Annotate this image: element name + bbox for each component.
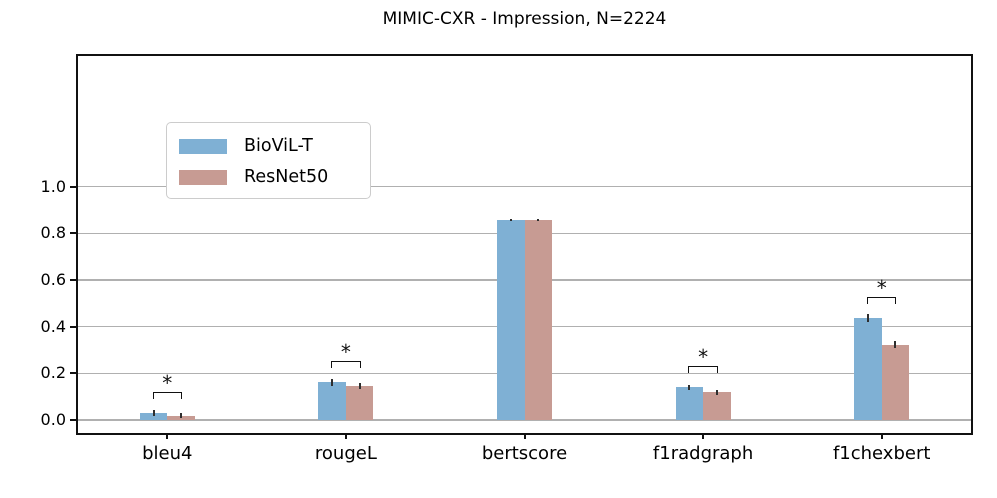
significance-marker-f1chexbert: * bbox=[876, 275, 887, 300]
error-bar-f1chexbert-ResNet50 bbox=[894, 340, 897, 349]
legend-swatch-icon bbox=[179, 138, 227, 154]
significance-marker-bleu4: * bbox=[162, 371, 173, 395]
bar-f1chexbert-BioViL-T bbox=[854, 317, 882, 420]
error-bar-f1radgraph-BioViL-T bbox=[688, 384, 691, 391]
y-axis-tick bbox=[70, 372, 76, 375]
gridline bbox=[78, 185, 971, 188]
x-axis-tick bbox=[166, 433, 169, 439]
legend-label: BioViL-T bbox=[244, 136, 313, 156]
significance-bracket-bleu4 bbox=[152, 392, 183, 399]
y-axis-tick bbox=[70, 232, 76, 235]
x-axis-tick bbox=[523, 433, 526, 439]
bar-rougeL-BioViL-T bbox=[318, 382, 346, 420]
error-bar-f1chexbert-BioViL-T bbox=[866, 313, 869, 322]
error-bar-rougeL-ResNet50 bbox=[358, 383, 361, 389]
plot-area: 0.0 0.2 0.4 0.6 0.8 1.0 bleu4 * rougeL * bertscore… bbox=[41, 54, 973, 464]
bar-bleu4-BioViL-T bbox=[139, 413, 168, 420]
bar-f1chexbert-ResNet50 bbox=[881, 344, 910, 420]
chart-title: MIMIC-CXR - Impression, N=2224 bbox=[382, 9, 667, 29]
y-axis-tick bbox=[70, 419, 76, 421]
significance-bracket-f1radgraph bbox=[688, 366, 718, 374]
legend-item-ResNet50: ResNet50 bbox=[179, 164, 358, 190]
error-bar-rougeL-BioViL-T bbox=[331, 378, 334, 386]
x-tick-label-bleu4: bleu4 bbox=[142, 443, 193, 464]
bar-f1radgraph-BioViL-T bbox=[675, 387, 704, 420]
error-bar-bleu4-BioViL-T bbox=[152, 410, 155, 416]
significance-marker-f1radgraph: * bbox=[698, 345, 709, 370]
bar-bertscore-ResNet50 bbox=[524, 220, 552, 420]
y-tick-label: 0.0 bbox=[40, 410, 66, 429]
x-tick-label-rougeL: rougeL bbox=[314, 443, 377, 464]
x-tick-label-f1radgraph: f1radgraph bbox=[652, 443, 754, 464]
x-tick-label-bertscore: bertscore bbox=[481, 443, 568, 464]
bar-bertscore-BioViL-T bbox=[497, 219, 525, 420]
legend-item-BioViL-T: BioViL-T bbox=[179, 133, 358, 159]
gridline bbox=[78, 419, 971, 421]
error-bar-bertscore-ResNet50 bbox=[537, 219, 540, 222]
legend-swatch-icon bbox=[179, 169, 227, 185]
y-tick-label: 0.8 bbox=[40, 223, 66, 243]
y-tick-label: 0.4 bbox=[40, 316, 66, 336]
y-tick-label: 0.2 bbox=[40, 363, 66, 383]
legend-label: ResNet50 bbox=[244, 167, 329, 187]
y-tick-label: 1.0 bbox=[40, 176, 66, 196]
plot-canvas: 0.0 0.2 0.4 0.6 0.8 1.0 bleu4 * rougeL * bertscore… bbox=[41, 56, 971, 464]
bar-f1radgraph-ResNet50 bbox=[703, 392, 731, 420]
y-axis-tick bbox=[70, 279, 76, 282]
error-bar-bertscore-BioViL-T bbox=[509, 218, 512, 221]
x-axis-tick bbox=[880, 433, 883, 439]
x-axis-tick bbox=[702, 433, 705, 439]
y-tick-label: 0.6 bbox=[40, 270, 66, 290]
x-tick-label-f1chexbert: f1chexbert bbox=[832, 443, 931, 464]
legend: BioViL-T ResNet50 bbox=[166, 122, 371, 199]
error-bar-bleu4-ResNet50 bbox=[180, 413, 183, 419]
significance-marker-rougeL: * bbox=[340, 340, 351, 365]
bar-rougeL-ResNet50 bbox=[345, 386, 374, 420]
error-bar-f1radgraph-ResNet50 bbox=[715, 389, 718, 395]
x-axis-tick bbox=[344, 433, 347, 439]
y-axis-tick bbox=[70, 185, 76, 188]
y-axis-tick bbox=[70, 325, 76, 328]
significance-bracket-f1chexbert bbox=[866, 296, 897, 304]
significance-bracket-rougeL bbox=[331, 361, 361, 369]
